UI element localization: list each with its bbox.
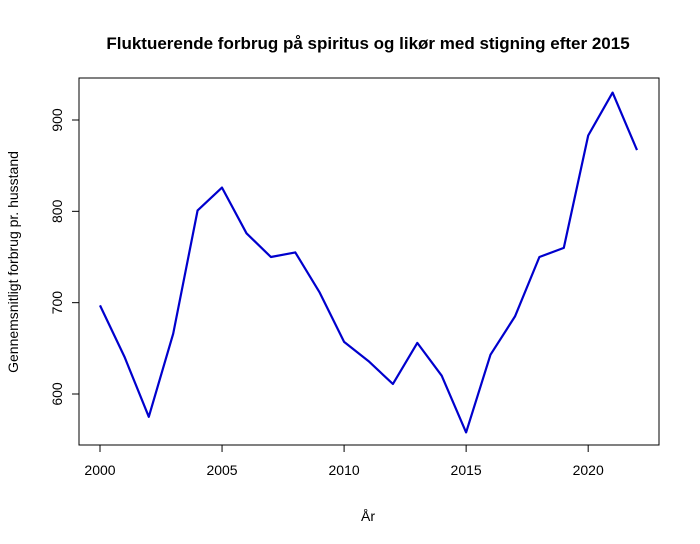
x-axis: 2000 2005 2010 2015 2020 bbox=[84, 445, 604, 478]
x-tick-label: 2005 bbox=[206, 462, 237, 478]
y-axis: 600 700 800 900 bbox=[49, 108, 79, 406]
chart-title: Fluktuerende forbrug på spiritus og likø… bbox=[106, 34, 629, 53]
x-axis-label: År bbox=[361, 508, 375, 524]
y-tick-label: 900 bbox=[49, 108, 65, 132]
plot-frame bbox=[78, 77, 660, 446]
y-axis-label: Gennemsnitligt forbrug pr. husstand bbox=[5, 151, 21, 373]
x-tick-label: 2000 bbox=[84, 462, 115, 478]
y-tick-label: 600 bbox=[49, 382, 65, 406]
x-tick-label: 2020 bbox=[573, 462, 604, 478]
series-line bbox=[99, 91, 639, 434]
x-tick-label: 2010 bbox=[329, 462, 360, 478]
y-tick-label: 700 bbox=[49, 291, 65, 315]
x-tick-label: 2015 bbox=[451, 462, 482, 478]
y-tick-label: 800 bbox=[49, 199, 65, 223]
